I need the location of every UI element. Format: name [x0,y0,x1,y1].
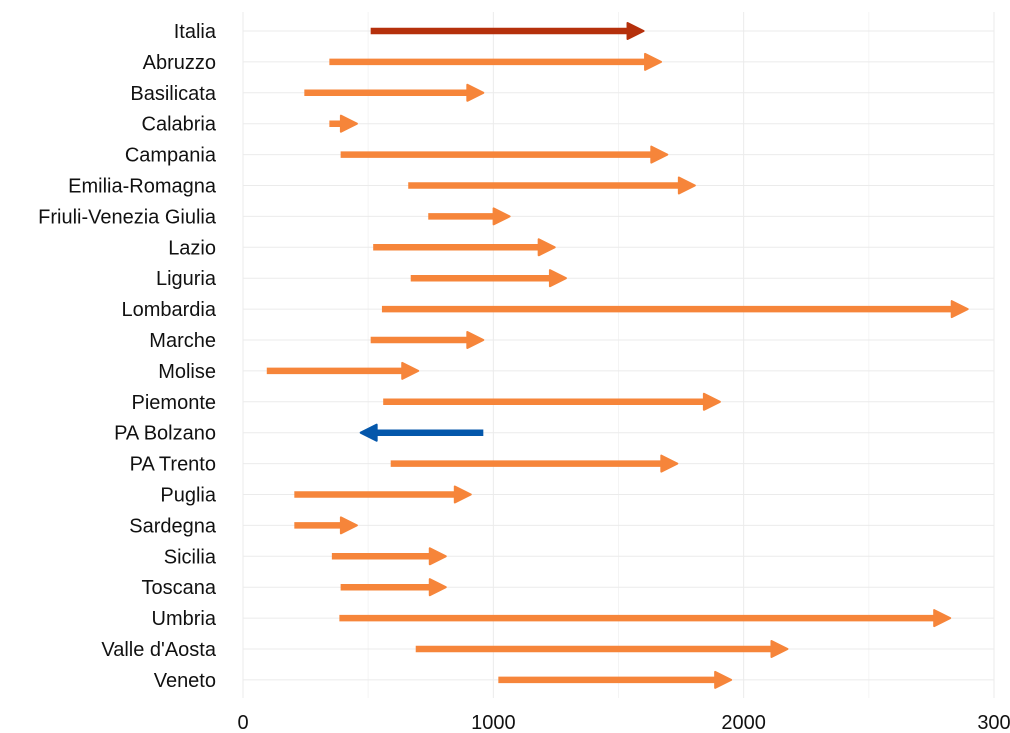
arrow-head [548,269,567,288]
region-label: Liguria [156,268,217,290]
arrow-head [492,207,511,226]
arrow-sicilia [331,547,447,566]
region-labels: Italia Abruzzo Basilicata Calabria Campania E… [38,21,217,692]
arrow-puglia [294,485,472,504]
region-label: Campania [125,145,217,167]
arrow-friuli-venezia-giulia [428,207,511,226]
region-label: PA Trento [130,454,216,476]
arrow-piemonte [383,392,721,411]
region-label: Piemonte [132,392,217,414]
region-label: Umbria [152,608,217,630]
arrow-head [428,547,447,566]
arrow-lombardia [381,300,969,319]
arrow-pa-trento [390,454,679,473]
region-label: Friuli-Venezia Giulia [38,206,217,228]
region-label: PA Bolzano [114,423,216,445]
arrow-lazio [373,238,556,257]
arrow-head [677,176,696,195]
region-label: Sardegna [129,515,217,537]
arrow-head [401,361,420,380]
region-label: Italia [174,21,217,43]
arrow-head [466,331,485,349]
arrow-valle-d-aosta [415,640,789,658]
region-label: Abruzzo [143,52,216,74]
arrow-toscana [340,578,447,597]
arrow-veneto [498,670,733,689]
arrow-head [339,516,358,535]
arrow-marche [370,331,485,349]
arrow-sardegna [294,516,358,535]
arrow-italia [370,22,645,40]
region-label: Lazio [168,237,216,259]
region-label: Marche [149,330,216,352]
region-label: Veneto [154,670,216,692]
arrow-calabria [329,114,358,133]
arrow-molise [266,361,420,380]
arrow-head [453,485,472,504]
arrow-basilicata [304,83,485,102]
arrow-head [339,114,358,133]
region-label: Toscana [142,577,217,599]
arrow-emilia-romagna [408,176,696,195]
grid-lines [242,12,995,698]
region-label: Sicilia [164,546,217,568]
region-label: Lombardia [121,299,216,321]
arrow-head [626,22,645,40]
arrow-head [537,238,556,257]
region-label: Puglia [160,485,216,507]
x-tick-label: 0 [237,712,248,733]
arrow-head [770,640,789,658]
arrow-head [359,423,378,442]
region-label: Basilicata [130,83,216,105]
arrow-head [950,300,969,319]
x-tick-label: 300 [977,712,1010,733]
region-label: Calabria [142,114,217,136]
region-label: Emilia-Romagna [68,176,217,198]
region-label: Valle d'Aosta [101,639,217,661]
arrow-campania [340,145,669,164]
x-axis-ticks: 0 1000 2000 300 [237,712,1010,733]
arrow-pa-bolzano [359,423,484,442]
arrow-liguria [410,269,567,288]
x-tick-label: 2000 [721,712,766,733]
arrow-head [714,670,733,689]
arrow-head [428,578,447,597]
arrow-abruzzo [329,52,663,71]
arrow-head [702,392,721,411]
arrow-head [660,454,679,473]
x-tick-label: 1000 [471,712,516,733]
arrow-head [466,83,485,102]
arrows [266,22,969,689]
arrow-head [650,145,669,164]
region-label: Molise [158,361,216,383]
arrow-umbria [339,609,952,628]
arrow-head [933,609,952,628]
arrow-head [644,52,663,71]
